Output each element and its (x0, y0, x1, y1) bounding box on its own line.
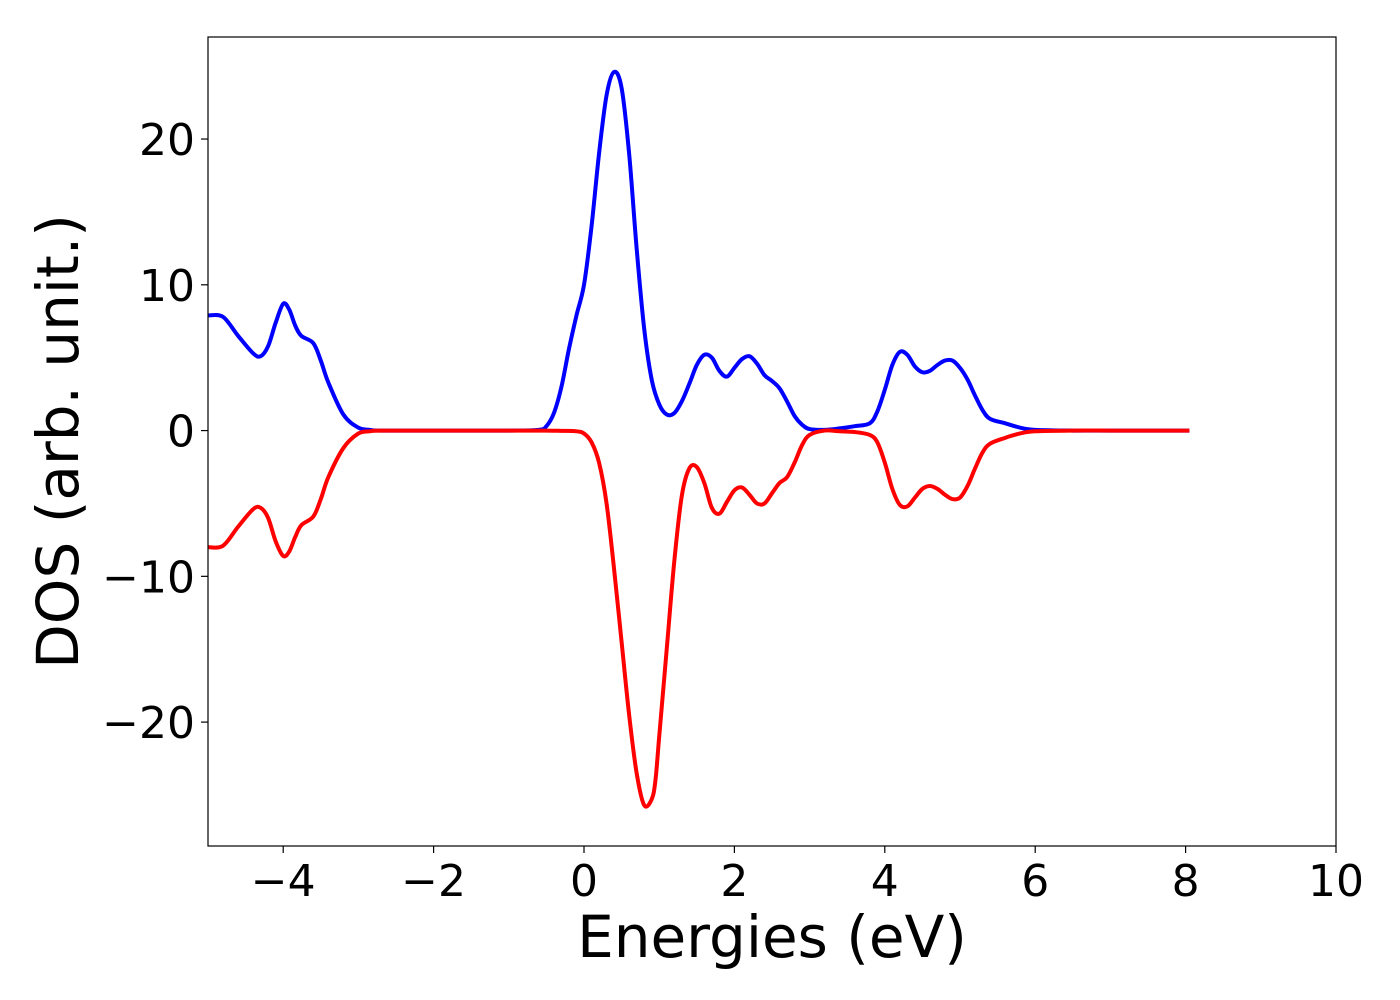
x-tick-label: −4 (251, 856, 316, 907)
plot-frame (207, 36, 1337, 847)
series-line-1 (208, 69, 1190, 433)
x-tick-label: 0 (570, 856, 598, 907)
y-tick-label: 0 (167, 407, 195, 458)
x-tick-label: 6 (1021, 856, 1049, 907)
y-axis-ticks: −20 −10 0 10 20 (102, 115, 208, 749)
series-layer (208, 69, 1190, 809)
series-line-2 (208, 428, 1190, 809)
x-axis-label: Energies (eV) (577, 903, 967, 971)
y-tick-label: −10 (102, 552, 195, 603)
x-tick-label: 2 (720, 856, 748, 907)
x-tick-label: 10 (1308, 856, 1364, 907)
x-tick-label: −2 (401, 856, 466, 907)
y-tick-label: 10 (139, 261, 195, 312)
y-tick-label: 20 (139, 115, 195, 166)
x-axis-ticks: −4 −2 0 2 4 6 8 10 (251, 846, 1364, 907)
x-tick-label: 4 (871, 856, 899, 907)
y-tick-label: −20 (102, 698, 195, 749)
x-tick-label: 8 (1172, 856, 1200, 907)
y-axis-label: DOS (arb. unit.) (24, 214, 92, 669)
